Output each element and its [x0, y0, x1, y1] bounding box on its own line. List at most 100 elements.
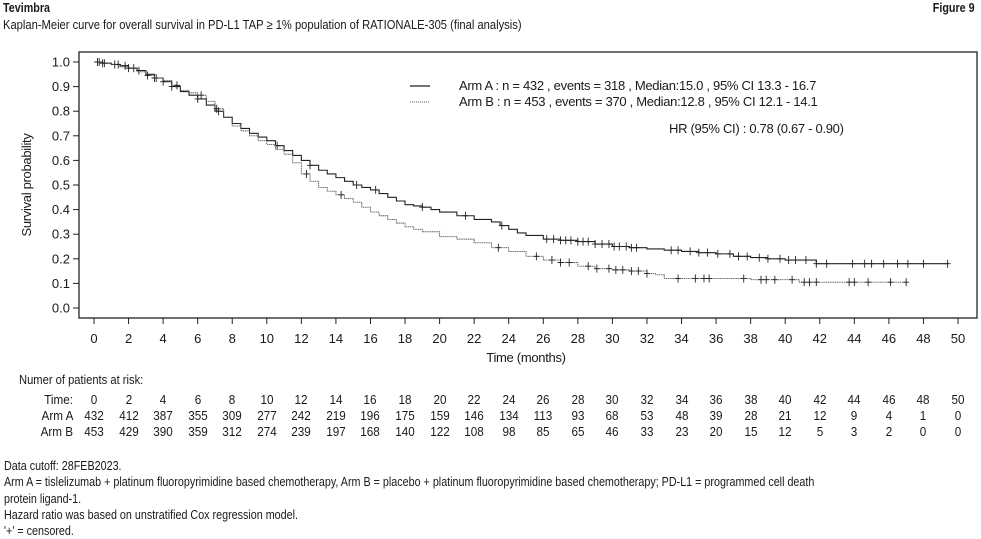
risk-cell: 312 [222, 424, 242, 439]
censor-mark [865, 278, 872, 287]
censor-mark [593, 264, 600, 273]
x-tick-label: 20 [432, 331, 446, 346]
censor-mark [623, 242, 630, 251]
censor-mark [887, 278, 894, 287]
censor-mark [944, 259, 951, 268]
censor-mark [495, 243, 502, 252]
censor-mark [592, 240, 599, 249]
x-tick-label: 8 [229, 331, 236, 346]
risk-cell: 196 [360, 408, 381, 423]
x-tick-label: 6 [194, 331, 201, 346]
risk-cell: 14 [329, 392, 343, 407]
risk-cell: 42 [813, 392, 827, 407]
risk-cell: 68 [605, 408, 619, 423]
censor-mark [643, 269, 650, 278]
risk-cell: 2 [125, 392, 132, 407]
chart-title: Kaplan-Meier curve for overall survival … [3, 17, 522, 32]
risk-table-title: Numer of patients at risk: [19, 372, 144, 387]
risk-cell: 113 [533, 408, 553, 423]
risk-cell: 0 [920, 424, 927, 439]
risk-cell: 18 [398, 392, 412, 407]
y-tick-label: 0.9 [52, 79, 70, 94]
risk-cell: 122 [429, 424, 450, 439]
risk-cell: 412 [118, 408, 139, 423]
risk-cell: 28 [744, 408, 758, 423]
x-tick-label: 14 [329, 331, 343, 346]
censor-mark [419, 203, 426, 212]
censor-mark [122, 61, 129, 70]
risk-cell: 48 [675, 408, 689, 423]
risk-cell: 24 [502, 392, 516, 407]
y-tick-label: 1.0 [52, 55, 70, 70]
footnote-data-cutoff: Data cutoff: 28FEB2023. [4, 459, 122, 473]
x-axis: 0 2 4 6 8 10 12 14 16 18 20 22 24 26 28 30 32 34 36 38 40 42 4… [90, 318, 965, 346]
censor-mark [806, 278, 813, 287]
x-tick-label: 36 [709, 331, 723, 346]
censor-mark [700, 274, 707, 283]
censor-mark [777, 254, 784, 263]
risk-cell: 429 [118, 424, 139, 439]
risk-cell: 28 [571, 392, 585, 407]
risk-cell: 309 [222, 408, 242, 423]
x-tick-label: 0 [90, 331, 97, 346]
censor-mark [153, 73, 160, 82]
censor-mark [125, 64, 132, 73]
risk-cell: 242 [291, 408, 312, 423]
censor-mark [756, 253, 763, 262]
x-tick-label: 42 [813, 331, 827, 346]
survival-curve-arm-a [94, 61, 948, 265]
risk-cell: 44 [847, 392, 861, 407]
risk-row-label: Arm A [41, 408, 73, 423]
x-tick-label: 18 [398, 331, 412, 346]
censor-mark [619, 265, 626, 274]
censor-mark [599, 240, 606, 249]
x-tick-label: 32 [640, 331, 654, 346]
risk-row-arm-b: Arm B 453 429 390 359 312 274 239 197 168 140 122 10… [0, 424, 981, 440]
risk-cell: 390 [153, 424, 173, 439]
censor-mark [498, 221, 505, 230]
censor-mark [562, 236, 569, 245]
censor-mark [628, 243, 635, 252]
censor-mark [616, 242, 623, 251]
survival-curve-arm-b [94, 61, 907, 283]
series-arm-a [94, 58, 951, 268]
censor-mark [726, 249, 733, 258]
hazard-ratio-annotation: HR (95% CI) : 0.78 (0.67 - 0.90) [669, 121, 844, 136]
y-tick-label: 0.0 [52, 301, 70, 316]
x-tick-label: 30 [605, 331, 619, 346]
risk-cell: 21 [778, 408, 792, 423]
x-tick-label: 26 [536, 331, 550, 346]
censor-mark [135, 66, 142, 75]
document-product-name: Tevimbra [3, 1, 51, 15]
censor-mark [612, 265, 619, 274]
censor-mark [115, 60, 122, 69]
y-tick-label: 0.1 [52, 276, 70, 291]
censor-mark [160, 77, 167, 86]
x-tick-label: 10 [260, 331, 274, 346]
figure-label: Figure 9 [933, 1, 975, 15]
risk-cell: 197 [326, 424, 346, 439]
risk-cell: 23 [675, 424, 689, 439]
risk-cell: 53 [640, 408, 654, 423]
censor-mark [611, 242, 618, 251]
censor-mark [868, 259, 875, 268]
x-tick-label: 4 [160, 331, 167, 346]
y-tick-label: 0.5 [52, 178, 70, 193]
risk-cell: 9 [851, 408, 858, 423]
footnote-censored: '+' = censored. [4, 524, 74, 539]
censor-mark [605, 264, 612, 273]
censor-mark [735, 252, 742, 261]
censor-mark [99, 59, 106, 68]
censor-mark [789, 275, 796, 284]
censor-mark [706, 274, 713, 283]
censor-mark [764, 254, 771, 263]
censor-mark [861, 259, 868, 268]
risk-cell: 85 [536, 424, 550, 439]
censor-mark [194, 94, 201, 103]
risk-cell: 277 [257, 408, 277, 423]
x-tick-label: 40 [778, 331, 792, 346]
x-tick-label: 22 [467, 331, 481, 346]
x-tick-label: 28 [571, 331, 585, 346]
risk-cell: 46 [882, 392, 896, 407]
